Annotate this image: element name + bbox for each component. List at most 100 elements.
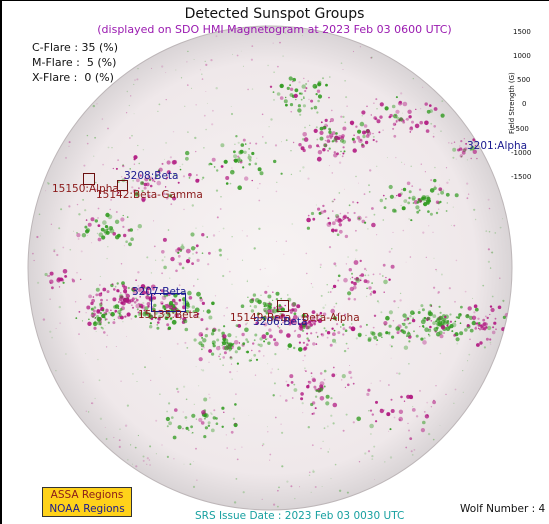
network-speck xyxy=(87,235,88,236)
negative-polarity-speck xyxy=(476,157,478,160)
positive-polarity-speck xyxy=(396,116,400,120)
negative-polarity-speck xyxy=(166,303,169,306)
wolf-number: Wolf Number : 4 xyxy=(460,503,546,515)
positive-polarity-speck xyxy=(401,322,404,325)
positive-polarity-speck xyxy=(244,143,247,145)
positive-polarity-speck xyxy=(368,410,370,412)
negative-polarity-speck xyxy=(222,356,225,359)
positive-polarity-speck xyxy=(283,99,288,104)
positive-polarity-speck xyxy=(280,85,282,87)
positive-polarity-speck xyxy=(301,138,305,141)
network-speck xyxy=(169,156,172,159)
negative-polarity-speck xyxy=(331,135,334,138)
network-speck xyxy=(393,416,396,419)
network-speck xyxy=(298,81,301,84)
network-speck xyxy=(261,444,264,447)
negative-polarity-speck xyxy=(196,174,198,176)
network-speck xyxy=(277,505,279,508)
positive-polarity-speck xyxy=(238,156,241,159)
positive-polarity-speck xyxy=(417,311,421,314)
positive-polarity-speck xyxy=(463,148,467,152)
positive-polarity-speck xyxy=(349,278,352,280)
positive-polarity-speck xyxy=(421,308,425,312)
network-speck xyxy=(182,411,184,413)
positive-polarity-speck xyxy=(149,322,152,325)
network-speck xyxy=(77,238,80,240)
positive-polarity-speck xyxy=(468,315,473,320)
network-speck xyxy=(337,279,340,282)
positive-polarity-speck xyxy=(188,177,191,179)
network-speck xyxy=(53,250,56,253)
network-speck xyxy=(331,287,334,290)
positive-polarity-speck xyxy=(121,281,125,286)
network-speck xyxy=(331,172,334,174)
network-speck xyxy=(310,283,312,285)
network-speck xyxy=(430,406,433,408)
positive-polarity-speck xyxy=(303,97,305,99)
negative-polarity-speck xyxy=(348,326,352,329)
positive-polarity-speck xyxy=(105,212,110,218)
negative-polarity-speck xyxy=(312,378,316,383)
negative-polarity-speck xyxy=(306,385,310,389)
negative-polarity-speck xyxy=(310,332,313,335)
positive-polarity-speck xyxy=(385,315,390,321)
network-speck xyxy=(47,182,50,185)
negative-polarity-speck xyxy=(333,151,336,154)
network-speck xyxy=(389,344,391,346)
negative-polarity-speck xyxy=(319,311,323,315)
network-speck xyxy=(246,322,248,324)
network-speck xyxy=(494,232,497,234)
positive-polarity-speck xyxy=(185,426,189,430)
positive-polarity-speck xyxy=(219,253,222,257)
network-speck xyxy=(322,77,324,80)
negative-polarity-speck xyxy=(415,108,417,110)
positive-polarity-speck xyxy=(96,315,99,318)
positive-polarity-speck xyxy=(167,326,172,330)
negative-polarity-speck xyxy=(201,301,205,305)
negative-polarity-speck xyxy=(422,340,427,345)
network-speck xyxy=(371,458,374,460)
network-speck xyxy=(94,181,97,184)
positive-polarity-speck xyxy=(215,422,219,426)
network-speck xyxy=(355,175,357,178)
negative-polarity-speck xyxy=(112,321,116,325)
network-speck xyxy=(73,230,74,232)
network-speck xyxy=(394,197,396,199)
positive-polarity-speck xyxy=(408,196,411,200)
negative-polarity-speck xyxy=(166,170,171,175)
region-box-15149 xyxy=(277,300,289,312)
network-speck xyxy=(286,480,289,483)
negative-polarity-speck xyxy=(97,224,101,228)
positive-polarity-speck xyxy=(165,416,170,422)
positive-polarity-speck xyxy=(244,327,249,333)
positive-polarity-speck xyxy=(385,331,389,335)
positive-polarity-speck xyxy=(216,338,220,342)
network-speck xyxy=(330,397,333,400)
network-speck xyxy=(237,141,240,144)
network-speck xyxy=(264,141,267,144)
network-speck xyxy=(164,256,166,258)
negative-polarity-speck xyxy=(453,141,456,143)
positive-polarity-speck xyxy=(280,307,285,312)
network-speck xyxy=(241,446,243,448)
network-speck xyxy=(92,104,96,108)
positive-polarity-speck xyxy=(128,242,132,247)
network-speck xyxy=(213,409,216,412)
negative-polarity-speck xyxy=(369,409,373,412)
network-speck xyxy=(226,306,229,309)
negative-polarity-speck xyxy=(306,314,310,318)
network-speck xyxy=(278,327,281,329)
network-speck xyxy=(86,134,89,137)
positive-polarity-speck xyxy=(223,338,229,344)
positive-polarity-speck xyxy=(323,327,326,330)
negative-polarity-speck xyxy=(251,349,253,352)
network-speck xyxy=(198,316,201,319)
positive-polarity-speck xyxy=(351,137,355,141)
negative-polarity-speck xyxy=(471,315,477,320)
positive-polarity-speck xyxy=(427,328,432,333)
positive-polarity-speck xyxy=(437,322,442,327)
network-speck xyxy=(439,184,440,186)
negative-polarity-speck xyxy=(321,333,325,337)
network-speck xyxy=(273,307,275,309)
positive-polarity-speck xyxy=(236,362,239,365)
